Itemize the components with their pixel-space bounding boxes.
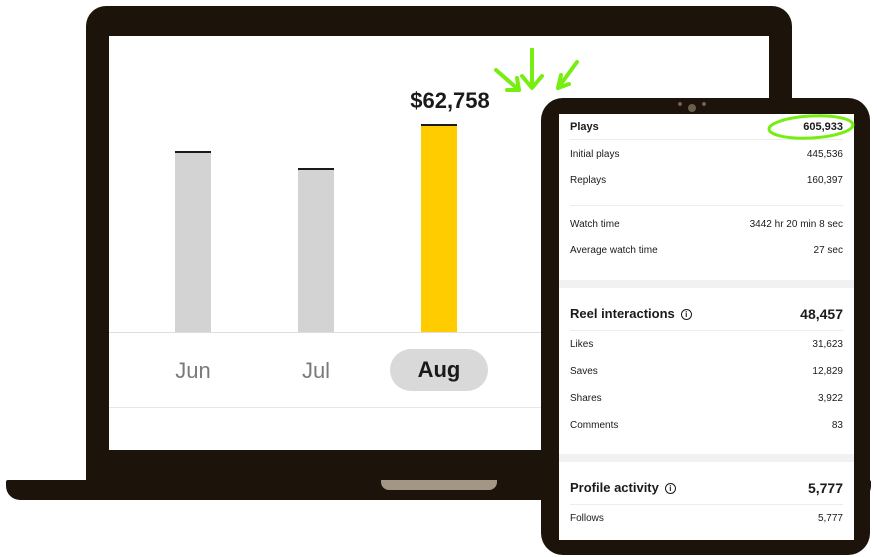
month-jul[interactable]: Jul (301, 358, 331, 383)
profile-activity-label: Profile activity (570, 480, 659, 495)
plays-row: Plays 605,933 (570, 121, 843, 133)
profile-activity-row: Profile activity i 5,777 (570, 480, 843, 496)
highlight-value-label: $62,758 (410, 88, 490, 113)
likes-label: Likes (570, 339, 594, 350)
profile-activity-card: Profile activity i 5,777 Follows 5,777 (559, 462, 854, 540)
follows-row: Follows 5,777 (570, 513, 843, 524)
replays-label: Replays (570, 175, 607, 186)
tablet-screen: Plays 605,933 Initial plays 445,536 Repl… (559, 114, 854, 540)
info-icon[interactable]: i (664, 483, 676, 494)
avg-watch-time-row: Average watch time 27 sec (570, 245, 843, 256)
camera-icon (688, 104, 696, 112)
separator (570, 330, 843, 331)
reel-interactions-value: 48,457 (800, 306, 843, 322)
likes-value: 31,623 (812, 339, 843, 350)
bar-jun (175, 151, 211, 332)
separator (570, 205, 843, 206)
follows-value: 5,777 (817, 513, 843, 524)
reel-interactions-card: Reel interactions i 48,457 Likes 31,623 S… (559, 288, 854, 454)
info-icon[interactable]: i (680, 309, 692, 320)
replays-row: Replays 160,397 (570, 175, 843, 186)
highlight-circle-icon (767, 114, 855, 140)
chart-divider (109, 407, 769, 408)
comments-row: Comments 83 (570, 420, 843, 431)
shares-value: 3,922 (817, 393, 843, 404)
month-jun[interactable]: Jun (175, 358, 211, 383)
replays-value: 160,397 (806, 175, 843, 186)
month-aug-selected[interactable]: Aug (390, 349, 488, 391)
reel-interactions-row: Reel interactions i 48,457 (570, 306, 843, 322)
laptop-notch (381, 480, 497, 490)
saves-value: 12,829 (812, 366, 843, 377)
profile-activity-value: 5,777 (807, 480, 843, 496)
likes-row: Likes 31,623 (570, 339, 843, 350)
chart-baseline (109, 332, 769, 333)
separator (570, 504, 843, 505)
saves-label: Saves (570, 366, 598, 377)
separator (570, 139, 843, 140)
plays-value: 605,933 (803, 121, 843, 133)
watch-time-value: 3442 hr 20 min 8 sec (749, 219, 843, 230)
annotation-arrows-icon (494, 48, 579, 92)
shares-row: Shares 3,922 (570, 393, 843, 404)
bar-aug (421, 124, 457, 332)
follows-label: Follows (570, 513, 604, 524)
plays-label: Plays (570, 121, 599, 133)
camera-dot-icon (702, 102, 706, 106)
initial-plays-value: 445,536 (806, 149, 843, 160)
avg-watch-time-value: 27 sec (813, 245, 843, 256)
watch-time-row: Watch time 3442 hr 20 min 8 sec (570, 219, 843, 230)
saves-row: Saves 12,829 (570, 366, 843, 377)
watch-time-label: Watch time (570, 219, 620, 230)
initial-plays-label: Initial plays (570, 149, 620, 160)
plays-card: Plays 605,933 Initial plays 445,536 Repl… (559, 114, 854, 280)
comments-label: Comments (570, 420, 619, 431)
camera-dot-icon (678, 102, 682, 106)
shares-label: Shares (570, 393, 602, 404)
initial-plays-row: Initial plays 445,536 (570, 149, 843, 160)
comments-value: 83 (831, 420, 843, 431)
bar-jul (298, 168, 334, 332)
avg-watch-time-label: Average watch time (570, 245, 658, 256)
reel-interactions-label: Reel interactions (570, 306, 675, 321)
